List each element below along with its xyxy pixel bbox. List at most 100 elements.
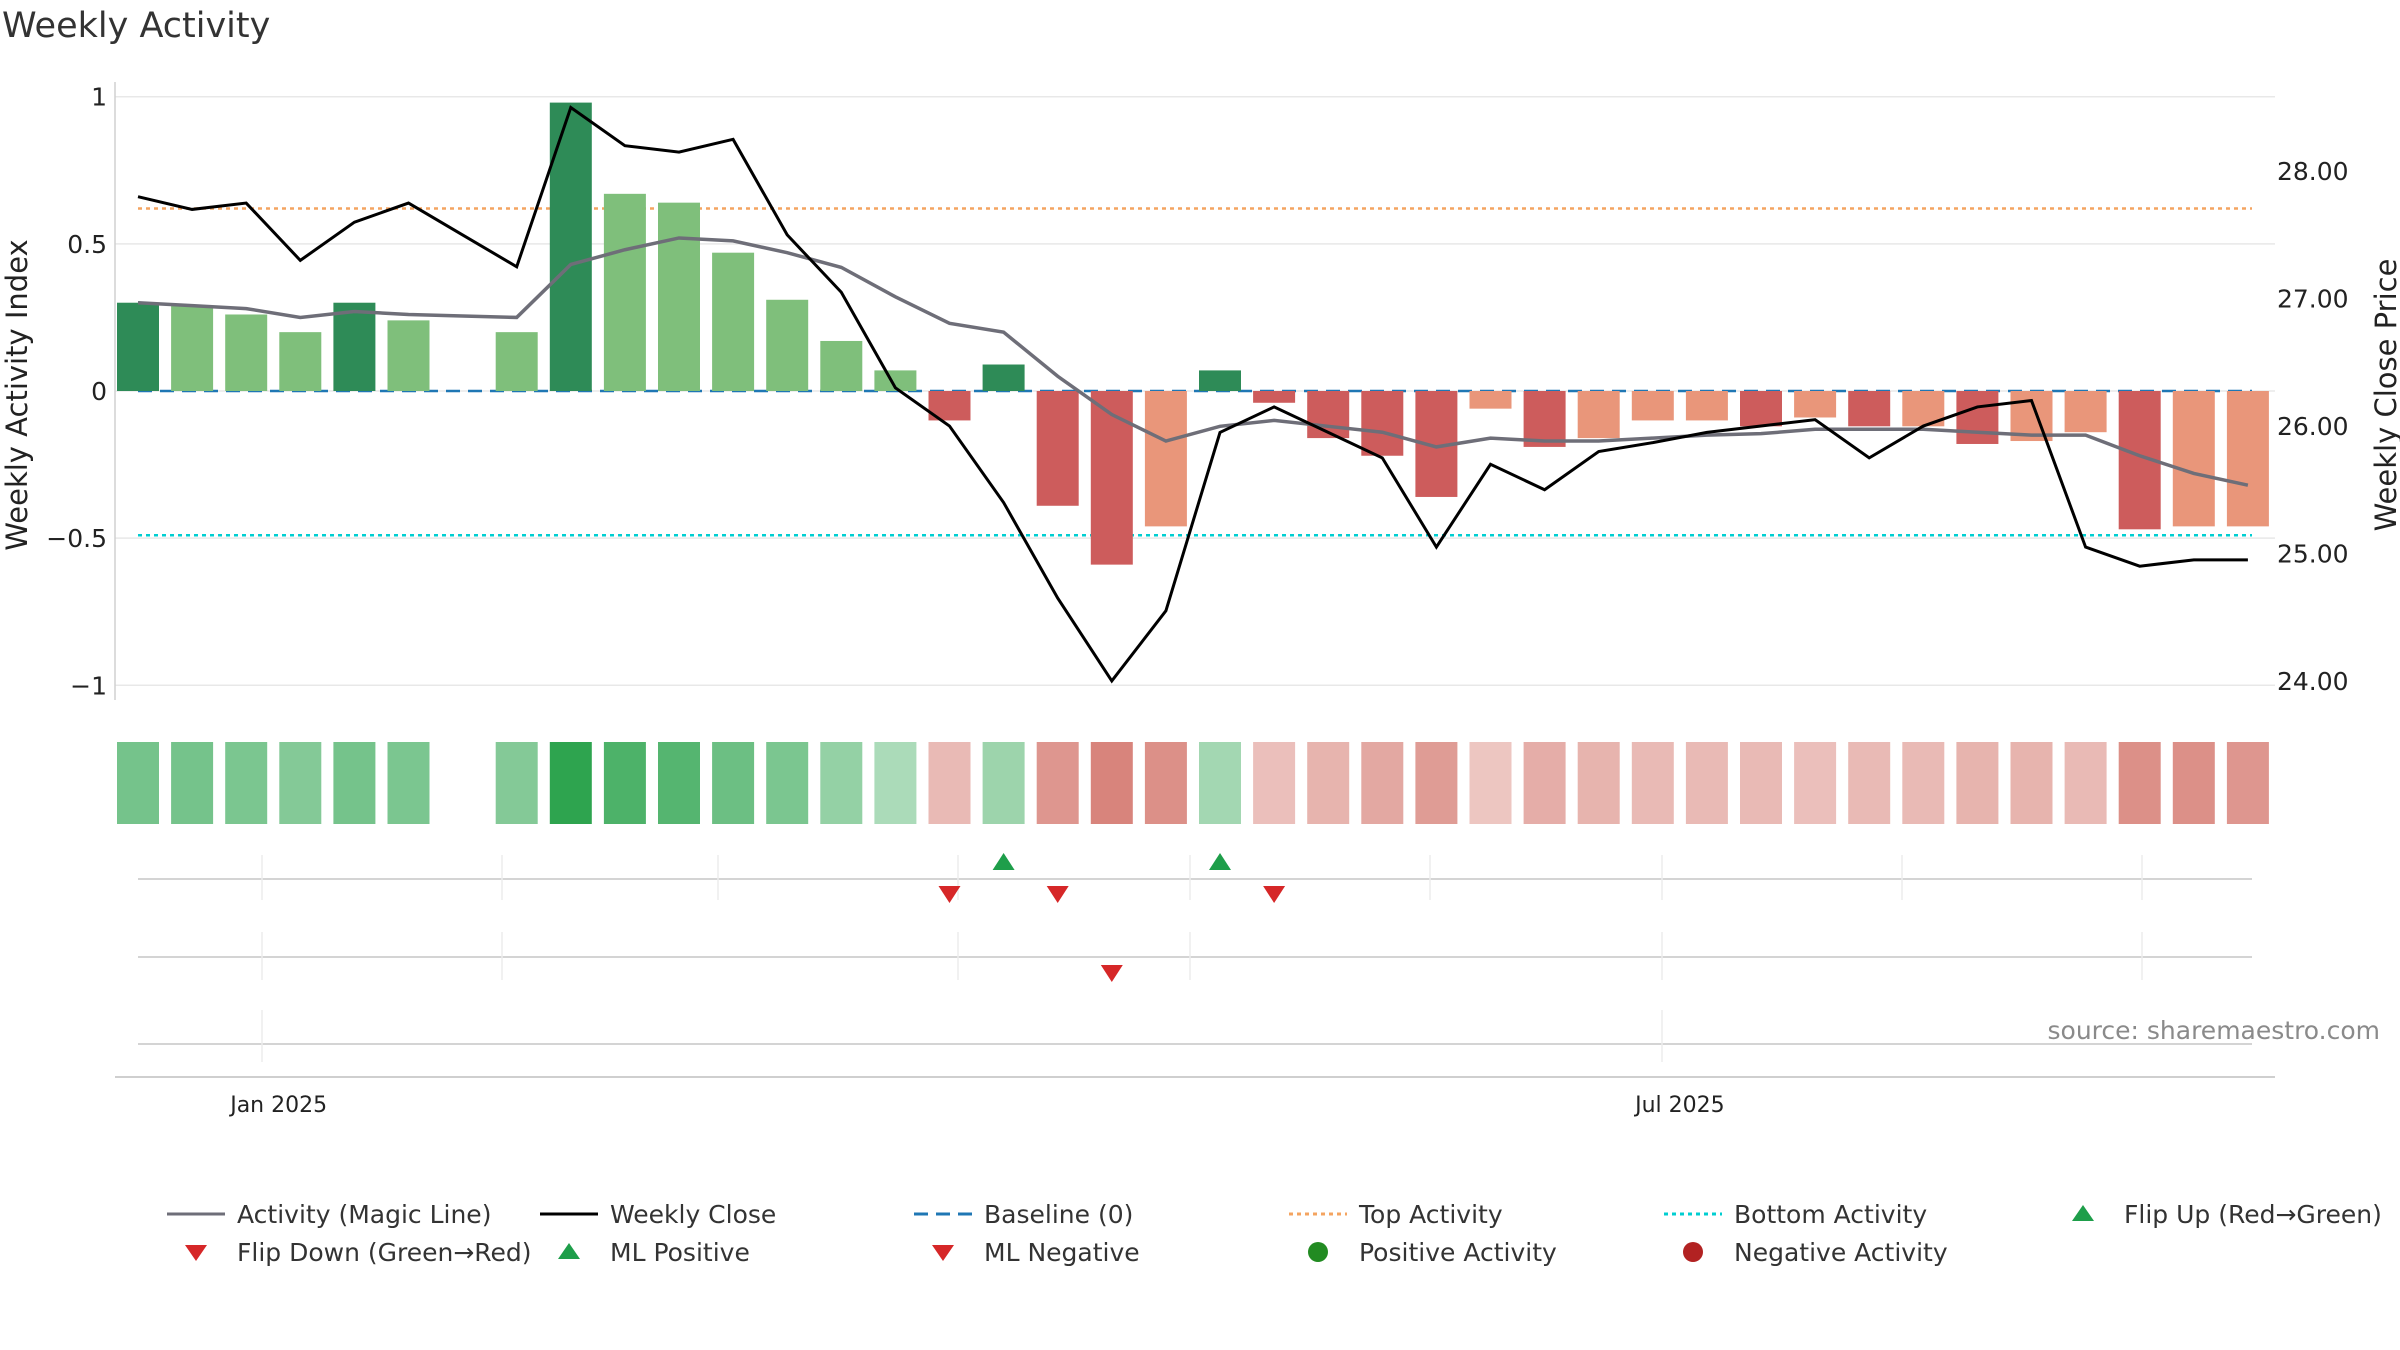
heat-cell <box>1469 742 1512 824</box>
activity-bar <box>603 193 646 391</box>
legend-label: Top Activity <box>1359 1199 1503 1229</box>
legend-label: Baseline (0) <box>984 1199 1134 1229</box>
flip-up-marker <box>1209 853 1231 870</box>
right-tick-label: 27.00 <box>2277 285 2349 314</box>
legend-label: Positive Activity <box>1359 1237 1557 1267</box>
activity-bar <box>1253 391 1296 403</box>
heat-cell <box>820 742 863 824</box>
left-tick-label: 0.5 <box>67 230 107 259</box>
activity-bar <box>1577 391 1620 439</box>
activity-bar <box>1199 370 1241 391</box>
legend-label: Flip Down (Green→Red) <box>237 1237 532 1267</box>
heat-cell <box>1307 742 1350 824</box>
legend-item: Flip Up (Red→Green) <box>2052 1195 2382 1233</box>
heat-cell <box>1090 742 1133 824</box>
activity-bar <box>495 332 538 391</box>
heat-cell <box>333 742 376 824</box>
activity-bar <box>1956 391 1999 444</box>
left-tick-label: 0 <box>91 377 107 406</box>
heat-cell <box>549 742 592 824</box>
activity-bar <box>549 102 592 391</box>
activity-bar <box>874 370 917 391</box>
activity-bar <box>766 299 809 391</box>
activity-bar <box>333 302 376 391</box>
ml-negative-marker <box>1100 965 1123 982</box>
flip-down-marker <box>1263 886 1286 903</box>
legend-swatch <box>914 1212 972 1216</box>
flip-down-marker <box>1046 886 1069 903</box>
activity-bar <box>982 364 1025 391</box>
legend-swatch <box>540 1212 598 1216</box>
chart-title: Weekly Activity <box>2 6 271 46</box>
heat-cell <box>117 742 159 824</box>
right-tick-label: 28.00 <box>2277 157 2349 186</box>
heat-cell <box>1523 742 1566 824</box>
heat-cell <box>1199 742 1241 824</box>
legend-item: Negative Activity <box>1662 1233 1948 1271</box>
legend-swatch <box>167 1212 225 1216</box>
activity-bar <box>225 314 268 391</box>
legend-swatch <box>558 1243 580 1259</box>
legend-marker <box>558 1243 580 1259</box>
left-axis-title: Weekly Activity Index <box>0 239 34 550</box>
flip-up-marker <box>992 853 1015 870</box>
heat-cell <box>225 742 268 824</box>
activity-bar <box>2172 391 2215 527</box>
left-tick-label: −0.5 <box>46 524 107 553</box>
legend-marker <box>2072 1205 2094 1221</box>
left-tick-label: −1 <box>70 671 107 700</box>
legend-item: ML Negative <box>912 1233 1140 1271</box>
activity-bar <box>279 332 322 391</box>
legend-marker <box>932 1245 954 1261</box>
legend-item: ML Positive <box>538 1233 750 1271</box>
heat-cell <box>982 742 1025 824</box>
legend-marker <box>185 1245 207 1261</box>
legend-label: Bottom Activity <box>1734 1199 1928 1229</box>
heat-cell <box>1361 742 1404 824</box>
heat-cell <box>2064 742 2107 824</box>
legend-item: Bottom Activity <box>1662 1195 1927 1233</box>
left-tick-label: 1 <box>91 83 107 112</box>
heat-cell <box>1577 742 1620 824</box>
heat-cell <box>712 742 755 824</box>
legend-item: Activity (Magic Line) <box>165 1195 491 1233</box>
heat-cell <box>2226 742 2269 824</box>
heat-cell <box>1848 742 1891 824</box>
activity-bar <box>171 305 214 391</box>
right-tick-label: 26.00 <box>2277 412 2349 441</box>
heat-cell <box>1902 742 1945 824</box>
activity-bar <box>1794 391 1837 418</box>
legend-swatch <box>185 1245 207 1261</box>
source-label: source: sharemaestro.com <box>2047 1016 2381 1045</box>
activity-bar <box>712 252 755 391</box>
legend-swatch <box>932 1245 954 1261</box>
heat-cell <box>1036 742 1079 824</box>
legend-swatch <box>1289 1212 1347 1216</box>
legend-swatch <box>1308 1242 1328 1262</box>
heat-cell <box>1685 742 1728 824</box>
heat-cell <box>603 742 646 824</box>
activity-bar <box>1740 391 1782 427</box>
right-axis-title: Weekly Close Price <box>2369 259 2400 532</box>
activity-bar <box>1523 391 1566 447</box>
activity-bar <box>117 302 159 391</box>
heat-cell <box>1631 742 1674 824</box>
activity-bar <box>1469 391 1512 409</box>
legend-label: ML Negative <box>984 1237 1140 1267</box>
heat-cell <box>2172 742 2215 824</box>
x-tick-label: Jan 2025 <box>228 1093 327 1118</box>
legend-item: Weekly Close <box>538 1195 776 1233</box>
weekly-close-line <box>137 105 2248 684</box>
legend-label: Flip Up (Red→Green) <box>2124 1199 2382 1229</box>
activity-bar <box>1090 391 1133 565</box>
activity-bar <box>2226 391 2269 527</box>
legend-label: Weekly Close <box>610 1199 777 1229</box>
heat-cell <box>171 742 214 824</box>
x-tick-label: Jul 2025 <box>1633 1093 1725 1118</box>
heat-cell <box>928 742 971 824</box>
legend-item: Top Activity <box>1287 1195 1503 1233</box>
heat-cell <box>2010 742 2053 824</box>
activity-bar <box>1631 391 1674 421</box>
legend-label: Negative Activity <box>1734 1237 1948 1267</box>
